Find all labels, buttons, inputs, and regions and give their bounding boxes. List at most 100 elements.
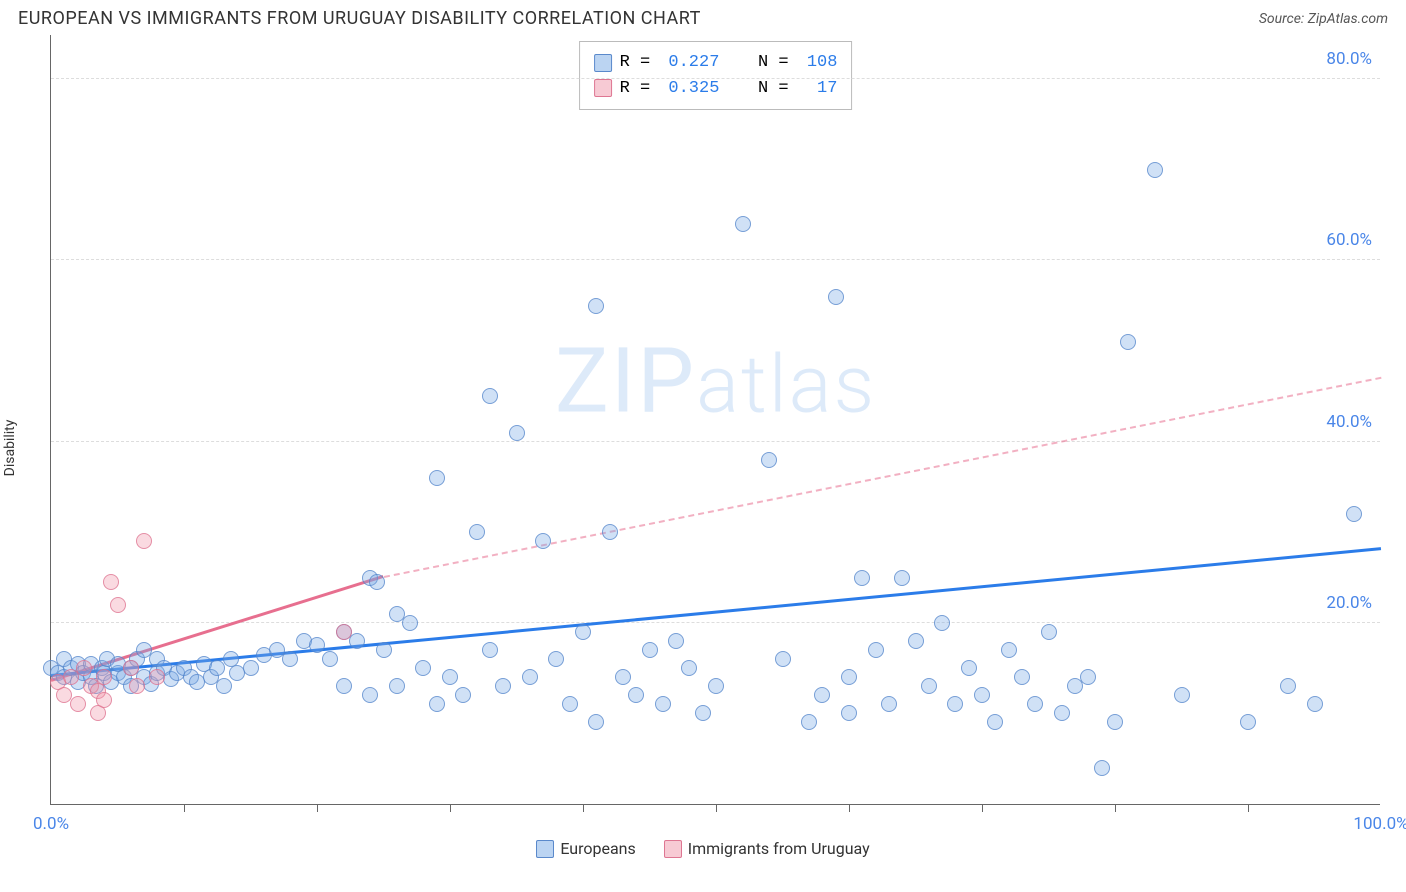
watermark-atlas: atlas: [696, 338, 876, 432]
data-point: [70, 696, 86, 712]
data-point: [1094, 760, 1110, 776]
legend-stat-row: R = 0.325 N = 17: [594, 76, 838, 102]
data-point: [628, 687, 644, 703]
data-point: [735, 216, 751, 232]
data-point: [1174, 687, 1190, 703]
data-point: [1240, 714, 1256, 730]
data-point: [442, 669, 458, 685]
data-point: [921, 678, 937, 694]
data-point: [761, 452, 777, 468]
data-point: [961, 660, 977, 676]
data-point: [1041, 624, 1057, 640]
legend-n-value: 108: [807, 50, 838, 76]
data-point: [455, 687, 471, 703]
data-point: [96, 692, 112, 708]
x-tick-label: 0.0%: [33, 814, 69, 834]
x-tick: [450, 804, 451, 812]
data-point: [389, 606, 405, 622]
legend-r-label: R =: [620, 50, 661, 76]
data-point: [216, 678, 232, 694]
data-point: [655, 696, 671, 712]
x-tick: [317, 804, 318, 812]
data-point: [1107, 714, 1123, 730]
data-point: [129, 678, 145, 694]
data-point: [482, 388, 498, 404]
data-point: [841, 705, 857, 721]
data-point: [309, 637, 325, 653]
data-point: [828, 289, 844, 305]
watermark-zip: ZIP: [555, 329, 696, 434]
data-point: [429, 696, 445, 712]
data-point: [548, 651, 564, 667]
legend-r-label: R =: [620, 76, 661, 102]
source-attribution: Source: ZipAtlas.com: [1259, 11, 1388, 27]
data-point: [362, 687, 378, 703]
data-point: [588, 298, 604, 314]
data-point: [1080, 669, 1096, 685]
data-point: [415, 660, 431, 676]
x-tick: [716, 804, 717, 812]
data-point: [535, 533, 551, 549]
data-point: [509, 425, 525, 441]
data-point: [369, 574, 385, 590]
data-point: [336, 678, 352, 694]
data-point: [602, 524, 618, 540]
legend-stat-row: R = 0.227 N = 108: [594, 50, 838, 76]
data-point: [947, 696, 963, 712]
data-point: [322, 651, 338, 667]
data-point: [615, 669, 631, 685]
chart-title: EUROPEAN VS IMMIGRANTS FROM URUGUAY DISA…: [18, 8, 701, 29]
x-tick-label: 100.0%: [1353, 814, 1406, 834]
data-point: [402, 615, 418, 631]
data-point: [243, 660, 259, 676]
data-point: [469, 524, 485, 540]
data-point: [110, 597, 126, 613]
legend-swatch-pink: [664, 840, 682, 858]
y-tick-label: 80.0%: [1326, 49, 1372, 69]
data-point: [881, 696, 897, 712]
data-point: [775, 651, 791, 667]
gridline-h: [51, 441, 1380, 442]
data-point: [841, 669, 857, 685]
data-point: [801, 714, 817, 730]
y-tick-label: 20.0%: [1326, 593, 1372, 613]
bottom-legend-label: Immigrants from Uruguay: [688, 839, 870, 858]
legend-swatch-blue: [536, 840, 554, 858]
chart-container: Disability ZIPatlas R = 0.227 N = 108R =…: [18, 35, 1388, 862]
legend-n-label: N =: [727, 50, 798, 76]
data-point: [854, 570, 870, 586]
data-point: [1014, 669, 1030, 685]
data-point: [96, 669, 112, 685]
data-point: [1120, 334, 1136, 350]
data-point: [389, 678, 405, 694]
data-point: [575, 624, 591, 640]
data-point: [642, 642, 658, 658]
data-point: [1027, 696, 1043, 712]
data-point: [987, 714, 1003, 730]
data-point: [1346, 506, 1362, 522]
data-point: [894, 570, 910, 586]
data-point: [681, 660, 697, 676]
source-prefix: Source:: [1259, 11, 1308, 27]
data-point: [668, 633, 684, 649]
bottom-legend-item: Immigrants from Uruguay: [664, 839, 870, 858]
legend-stats-box: R = 0.227 N = 108R = 0.325 N = 17: [579, 41, 853, 110]
data-point: [149, 669, 165, 685]
data-point: [708, 678, 724, 694]
data-point: [349, 633, 365, 649]
bottom-legend-label: Europeans: [560, 839, 635, 858]
data-point: [336, 624, 352, 640]
data-point: [695, 705, 711, 721]
data-point: [974, 687, 990, 703]
bottom-legend: Europeans Immigrants from Uruguay: [18, 839, 1388, 862]
data-point: [376, 642, 392, 658]
gridline-h: [51, 622, 1380, 623]
watermark: ZIPatlas: [555, 329, 876, 434]
y-axis-label: Disability: [2, 420, 18, 477]
x-tick: [1248, 804, 1249, 812]
data-point: [562, 696, 578, 712]
y-tick-label: 40.0%: [1326, 412, 1372, 432]
data-point: [868, 642, 884, 658]
trend-line: [383, 376, 1381, 577]
gridline-h: [51, 78, 1380, 79]
